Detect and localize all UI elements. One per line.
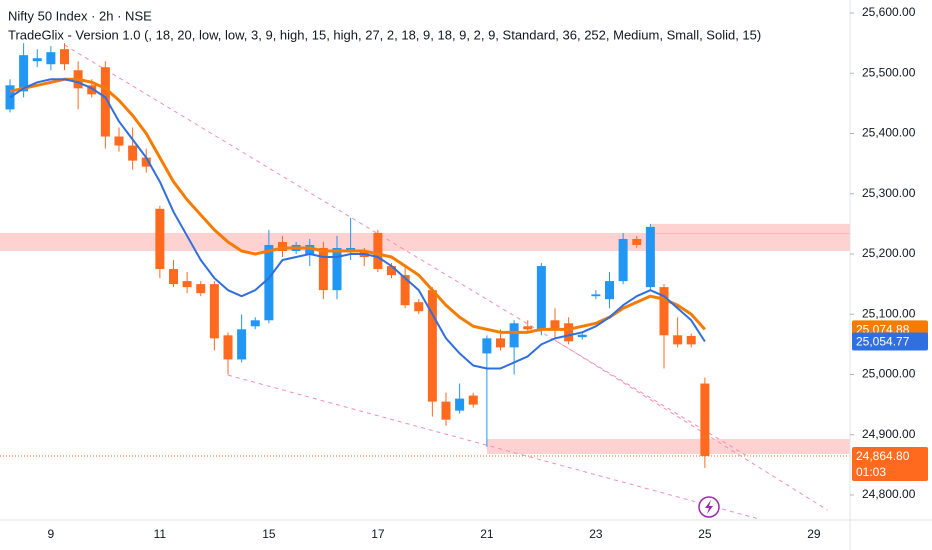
candle-body — [141, 157, 151, 167]
candle-body — [87, 85, 97, 95]
candle-body — [182, 281, 192, 288]
x-tick-label: 9 — [48, 527, 55, 541]
candle-body — [673, 335, 683, 345]
candle-body — [618, 238, 628, 282]
candle-body — [373, 232, 383, 270]
candle-body — [550, 320, 560, 330]
candle-body — [250, 320, 260, 327]
candle-body — [482, 338, 492, 354]
candle-body — [700, 383, 710, 456]
candle-body — [209, 284, 219, 339]
alert-icon[interactable] — [698, 496, 720, 518]
y-tick-label: 24,800.00 — [862, 487, 916, 501]
y-tick-label: 25,000.00 — [862, 367, 916, 381]
candle-body — [278, 241, 287, 251]
candle-body — [414, 302, 424, 312]
candle-body — [155, 208, 165, 270]
price-tag-label: 25,054.77 — [856, 335, 910, 349]
countdown: 01:03 — [856, 465, 886, 479]
candle-body — [455, 398, 465, 411]
chart-title: Nifty 50 Index · 2h · NSE — [8, 8, 152, 23]
candle-body — [645, 226, 655, 288]
candle-body — [223, 335, 233, 360]
last-price-label: 24,864.80 — [856, 449, 910, 463]
last-price-tag — [852, 446, 928, 481]
candle-body — [128, 145, 138, 161]
candle-body — [496, 338, 505, 348]
candle-body — [509, 323, 519, 348]
y-tick-label: 24,900.00 — [862, 427, 916, 441]
x-tick-label: 17 — [371, 527, 385, 541]
zone — [650, 223, 850, 235]
indicator-line — [9, 78, 706, 370]
candle-body — [686, 335, 696, 345]
candle-body — [332, 247, 342, 291]
candle-body — [387, 266, 396, 276]
y-tick-label: 25,300.00 — [862, 186, 916, 200]
y-tick-label: 25,400.00 — [862, 126, 916, 140]
candle-body — [46, 52, 56, 65]
candle-body — [19, 55, 29, 92]
plot-area — [0, 43, 850, 520]
y-tick-label: 25,500.00 — [862, 65, 916, 79]
candle-body — [536, 266, 546, 330]
zone — [0, 232, 850, 251]
candle-body — [169, 269, 178, 285]
x-tick-label: 15 — [262, 527, 276, 541]
candle-body — [564, 323, 574, 342]
trendline — [227, 374, 760, 520]
y-tick-label: 25,200.00 — [862, 246, 916, 260]
trendline — [554, 339, 828, 511]
x-tick-label: 25 — [698, 527, 712, 541]
candle-body — [100, 67, 110, 137]
candle-body — [577, 334, 587, 338]
x-tick-label: 21 — [480, 527, 494, 541]
candle-body — [632, 238, 642, 245]
y-tick-label: 25,100.00 — [862, 306, 916, 320]
candle-body — [237, 329, 247, 360]
candle-body — [32, 58, 42, 62]
candle-body — [264, 244, 274, 321]
candle-body — [468, 395, 478, 405]
x-tick-label: 29 — [807, 527, 821, 541]
candle-body — [60, 49, 69, 65]
indicator-line — [9, 77, 706, 334]
y-tick-label: 25,600.00 — [862, 5, 916, 19]
candle-body — [427, 290, 437, 402]
candle-body — [196, 284, 206, 294]
price-tag — [852, 332, 928, 351]
candle-body — [400, 275, 410, 306]
candle-body — [523, 326, 533, 330]
candle-body — [591, 294, 601, 297]
x-tick-label: 23 — [589, 527, 603, 541]
zone — [486, 438, 850, 455]
indicator-legend: TradeGlix - Version 1.0 (, 18, 20, low, … — [8, 27, 761, 42]
candle-body — [318, 247, 328, 291]
candle-body — [441, 401, 451, 420]
candle-body — [659, 287, 669, 336]
candle-body — [605, 281, 614, 300]
x-tick-label: 11 — [154, 527, 167, 541]
candle-body — [346, 247, 356, 251]
candle-body — [114, 136, 124, 146]
